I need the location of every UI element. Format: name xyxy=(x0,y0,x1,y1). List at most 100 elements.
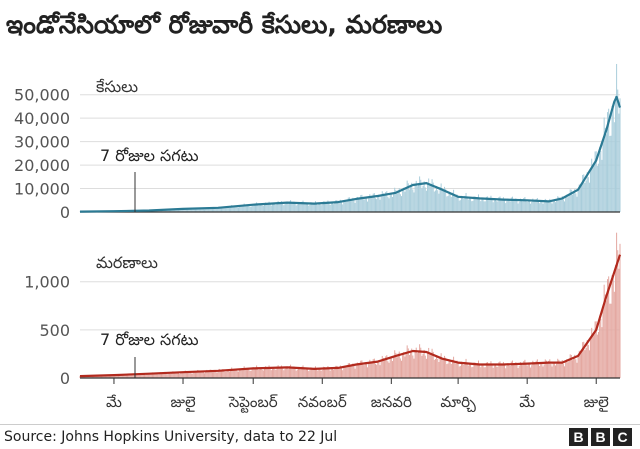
deaths-daily-bar xyxy=(316,368,318,378)
cases-daily-bar xyxy=(176,208,178,212)
deaths-daily-bar xyxy=(87,376,89,378)
deaths-daily-bar xyxy=(216,372,218,378)
cases-daily-bar xyxy=(390,193,392,212)
cases-daily-bar xyxy=(275,205,277,212)
cases-daily-bar xyxy=(270,205,272,212)
bbc-logo-letter: B xyxy=(569,428,588,446)
deaths-daily-bar xyxy=(193,370,195,378)
cases-daily-bar xyxy=(266,204,268,212)
cases-daily-bar xyxy=(207,208,209,212)
cases-daily-bar xyxy=(398,188,400,212)
deaths-daily-bar xyxy=(575,359,577,378)
deaths-daily-bar xyxy=(279,367,281,378)
deaths-daily-bar xyxy=(235,368,237,378)
cases-daily-bar xyxy=(432,182,434,212)
cases-daily-bar xyxy=(552,200,554,212)
cases-daily-bar xyxy=(288,201,290,212)
deaths-daily-bar xyxy=(335,365,337,378)
cases-daily-bar xyxy=(544,198,546,212)
cases-daily-bar xyxy=(353,200,355,212)
deaths-daily-bar xyxy=(236,371,238,378)
cases-daily-bar xyxy=(297,202,299,212)
deaths-daily-bar xyxy=(365,364,367,378)
cases-daily-bar xyxy=(537,201,539,212)
cases-daily-bar xyxy=(362,199,364,212)
deaths-daily-bar xyxy=(451,359,453,378)
deaths-daily-bar xyxy=(228,371,230,378)
cases-daily-bar xyxy=(234,205,236,212)
cases-daily-bar xyxy=(338,201,340,212)
cases-daily-bar xyxy=(496,201,498,212)
cases-daily-bar xyxy=(595,151,597,212)
deaths-daily-bar xyxy=(305,367,307,378)
cases-daily-bar xyxy=(183,209,185,212)
deaths-daily-bar xyxy=(393,357,395,378)
deaths-daily-bar xyxy=(119,374,121,378)
deaths-daily-bar xyxy=(79,375,81,378)
cases-daily-bar xyxy=(380,196,382,212)
deaths-daily-bar xyxy=(438,361,440,378)
deaths-daily-bar xyxy=(166,374,168,378)
deaths-daily-bar xyxy=(509,365,511,378)
deaths-y-tick-label: 500 xyxy=(39,321,70,340)
deaths-daily-bar xyxy=(361,360,363,378)
cases-daily-bar xyxy=(450,196,452,212)
deaths-daily-bar xyxy=(247,368,249,378)
deaths-daily-bar xyxy=(557,358,559,378)
cases-daily-bar xyxy=(363,199,365,212)
cases-daily-bar xyxy=(314,201,316,212)
deaths-daily-bar xyxy=(429,353,431,378)
deaths-daily-bar xyxy=(477,360,479,378)
cases-daily-bar xyxy=(225,208,227,212)
deaths-daily-bar xyxy=(116,374,118,378)
cases-daily-bar xyxy=(260,203,262,212)
deaths-daily-bar xyxy=(386,355,388,378)
deaths-daily-bar xyxy=(412,355,414,378)
deaths-daily-bar xyxy=(128,374,130,378)
cases-daily-bar xyxy=(488,199,490,212)
deaths-daily-bar xyxy=(363,365,365,378)
cases-daily-bar xyxy=(581,185,583,212)
cases-daily-bar xyxy=(370,196,372,212)
cases-daily-bar xyxy=(359,199,361,212)
cases-daily-bar xyxy=(339,199,341,212)
cases-daily-bar xyxy=(221,207,223,212)
deaths-daily-bar xyxy=(420,347,422,378)
deaths-daily-bar xyxy=(153,373,155,378)
cases-daily-bar xyxy=(294,202,296,212)
cases-daily-bar xyxy=(166,210,168,212)
deaths-daily-bar xyxy=(360,360,362,378)
cases-daily-bar xyxy=(322,201,324,212)
cases-daily-bar xyxy=(191,209,193,212)
deaths-daily-bar xyxy=(106,375,108,378)
deaths-daily-bar xyxy=(234,368,236,378)
cases-daily-bar xyxy=(354,202,356,212)
deaths-daily-bar xyxy=(297,366,299,378)
deaths-daily-bar xyxy=(348,362,350,378)
cases-daily-bar xyxy=(449,193,451,212)
cases-daily-bar xyxy=(397,190,399,212)
deaths-daily-bar xyxy=(554,365,556,378)
deaths-daily-bar xyxy=(447,363,449,378)
cases-daily-bar xyxy=(604,127,606,212)
cases-daily-bar xyxy=(301,201,303,212)
cases-daily-bar xyxy=(567,197,569,212)
cases-daily-bar xyxy=(259,204,261,212)
deaths-daily-bar xyxy=(176,371,178,378)
cases-daily-bar xyxy=(357,199,359,212)
deaths-daily-bar xyxy=(260,367,262,378)
deaths-daily-bar xyxy=(444,355,446,378)
cases-daily-bar xyxy=(389,193,391,212)
deaths-daily-bar xyxy=(159,372,161,378)
deaths-daily-bar xyxy=(182,372,184,378)
cases-daily-bar xyxy=(535,198,537,212)
cases-daily-bar xyxy=(476,197,478,212)
cases-daily-bar xyxy=(193,208,195,212)
deaths-daily-bar xyxy=(612,276,614,378)
deaths-daily-bar xyxy=(551,366,553,378)
deaths-daily-bar xyxy=(309,370,311,378)
deaths-daily-bar xyxy=(564,366,566,378)
deaths-daily-bar xyxy=(174,372,176,378)
deaths-y-tick-label: 0 xyxy=(60,369,70,388)
deaths-daily-bar xyxy=(231,367,233,378)
